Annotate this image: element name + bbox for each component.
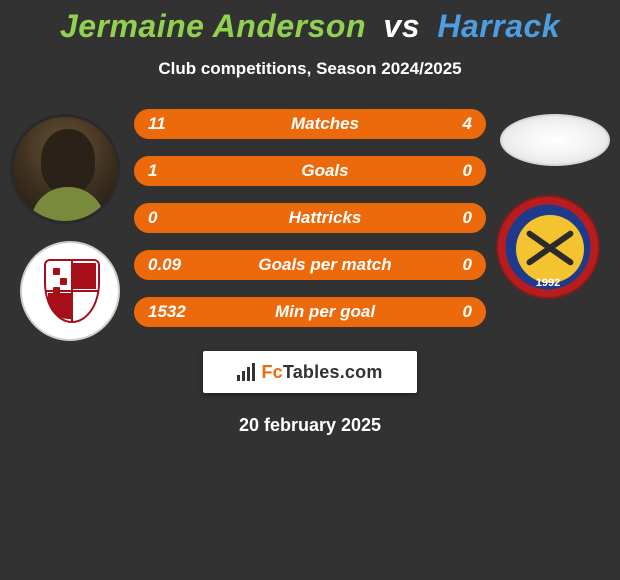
player1-avatar bbox=[10, 114, 120, 224]
brand-prefix: Fc bbox=[261, 362, 282, 382]
stat-row: 0 Hattricks 0 bbox=[134, 203, 486, 233]
player2-avatar bbox=[500, 114, 610, 166]
stat-label: Matches bbox=[204, 114, 446, 134]
player2-name: Harrack bbox=[437, 8, 560, 44]
stat-player1-value: 1532 bbox=[148, 302, 204, 322]
bar-chart-icon bbox=[237, 363, 255, 381]
comparison-date: 20 february 2025 bbox=[0, 415, 620, 436]
stat-bars: 11 Matches 4 1 Goals 0 0 Hattricks 0 0.0… bbox=[134, 109, 486, 327]
crest-year: 1992 bbox=[498, 277, 598, 289]
player1-name: Jermaine Anderson bbox=[60, 8, 366, 44]
stat-row: 0.09 Goals per match 0 bbox=[134, 250, 486, 280]
stat-player1-value: 0 bbox=[148, 208, 204, 228]
stat-label: Goals bbox=[204, 161, 446, 181]
stat-row: 1532 Min per goal 0 bbox=[134, 297, 486, 327]
shield-icon bbox=[44, 259, 100, 323]
comparison-title: Jermaine Anderson vs Harrack bbox=[0, 0, 620, 45]
stat-player2-value: 0 bbox=[446, 208, 472, 228]
stat-player1-value: 1 bbox=[148, 161, 204, 181]
comparison-content: 1992 11 Matches 4 1 Goals 0 0 Hattricks … bbox=[0, 109, 620, 436]
stat-label: Hattricks bbox=[204, 208, 446, 228]
brand-text: FcTables.com bbox=[261, 362, 382, 383]
stat-player2-value: 0 bbox=[446, 161, 472, 181]
stat-player1-value: 11 bbox=[148, 114, 204, 134]
player1-club-crest bbox=[20, 241, 120, 341]
player2-club-crest: 1992 bbox=[496, 195, 600, 299]
stat-row: 11 Matches 4 bbox=[134, 109, 486, 139]
fctables-watermark: FcTables.com bbox=[203, 351, 417, 393]
stat-player2-value: 0 bbox=[446, 302, 472, 322]
stat-label: Min per goal bbox=[204, 302, 446, 322]
brand-suffix: Tables.com bbox=[283, 362, 383, 382]
stat-row: 1 Goals 0 bbox=[134, 156, 486, 186]
stat-player1-value: 0.09 bbox=[148, 255, 204, 275]
subtitle-text: Club competitions, Season 2024/2025 bbox=[0, 59, 620, 79]
vs-separator: vs bbox=[383, 8, 420, 44]
stat-player2-value: 4 bbox=[446, 114, 472, 134]
stat-player2-value: 0 bbox=[446, 255, 472, 275]
crossed-tools-icon bbox=[518, 227, 582, 271]
stat-label: Goals per match bbox=[204, 255, 446, 275]
